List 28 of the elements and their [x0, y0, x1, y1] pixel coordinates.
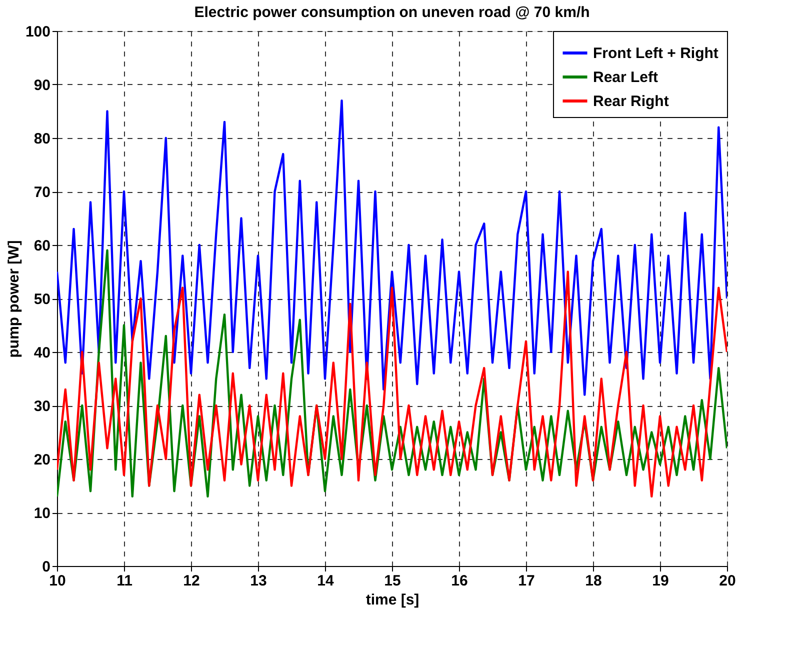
x-tick-label: 17	[518, 572, 535, 590]
y-tick-label: 100	[25, 24, 50, 40]
x-tick-label: 15	[384, 572, 401, 590]
x-tick-label: 16	[451, 572, 468, 590]
x-tick-label: 14	[317, 572, 334, 590]
x-tick-label: 11	[116, 572, 132, 590]
y-tick-label: 60	[34, 238, 50, 254]
y-tick-label: 50	[34, 291, 50, 308]
x-tick-label: 10	[49, 572, 66, 590]
x-tick-label: 19	[652, 572, 669, 590]
legend-label: Front Left + Right	[593, 45, 718, 62]
legend-label: Rear Right	[593, 93, 669, 110]
x-tick-label: 18	[585, 572, 602, 590]
x-axis-title: time [s]	[366, 592, 420, 608]
y-tick-label: 0	[42, 558, 50, 576]
chart-title: Electric power consumption on uneven road @ 70 km/h	[194, 4, 590, 21]
y-tick-label: 20	[34, 452, 50, 468]
y-tick-label: 30	[34, 398, 50, 415]
y-axis-title: pump power [W]	[5, 240, 22, 358]
y-tick-label: 40	[34, 344, 50, 362]
x-tick-label: 13	[250, 572, 267, 590]
x-tick-label: 12	[183, 572, 200, 590]
y-tick-label: 70	[34, 184, 50, 201]
y-tick-label: 10	[34, 505, 50, 522]
x-tick-label: 20	[719, 572, 736, 590]
y-tick-label: 90	[34, 77, 50, 94]
y-tick-label: 80	[34, 130, 50, 148]
legend-label: Rear Left	[593, 69, 658, 86]
